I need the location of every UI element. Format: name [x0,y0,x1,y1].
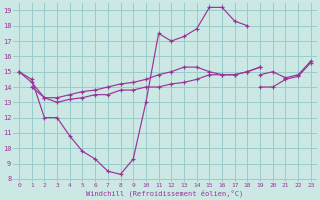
X-axis label: Windchill (Refroidissement éolien,°C): Windchill (Refroidissement éolien,°C) [86,190,244,197]
